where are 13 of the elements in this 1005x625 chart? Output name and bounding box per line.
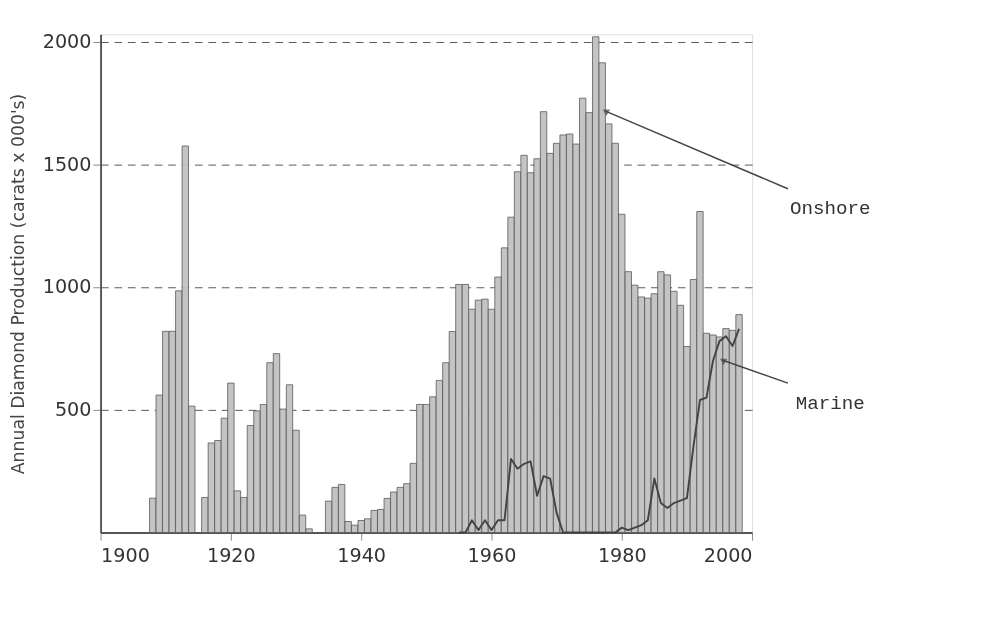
x-tick-label: 1940 <box>337 543 387 567</box>
x-tick-label: 1960 <box>467 543 517 567</box>
text: Onshore <box>790 198 871 221</box>
x-tick-label: 2000 <box>703 543 753 567</box>
y-tick-label: 2000 <box>42 29 92 53</box>
y-tick-label: 500 <box>54 398 92 422</box>
x-tick-label: 1900 <box>101 543 150 567</box>
x-tick-label: 1980 <box>597 543 647 567</box>
y-tick-label: 1500 <box>42 152 92 176</box>
text: Marine <box>795 392 865 415</box>
x-tick-label: 1920 <box>206 543 256 567</box>
y-axis-title: Annual Diamond Production (carats x 000's) <box>7 93 28 475</box>
y-tick-label: 1000 <box>42 275 92 299</box>
